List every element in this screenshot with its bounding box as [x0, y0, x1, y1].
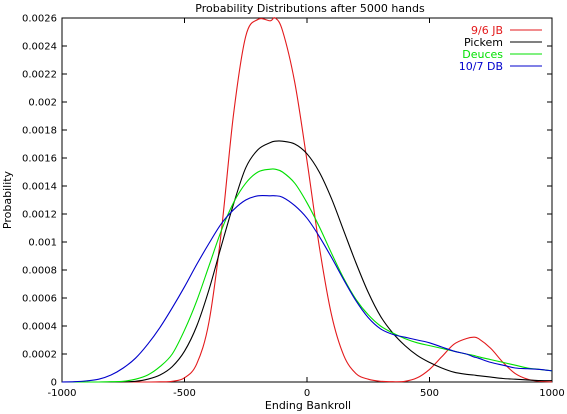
series-lines — [61, 17, 553, 383]
y-tick-label: 0.0022 — [22, 70, 57, 81]
y-tick-label: 0.002 — [28, 98, 57, 109]
series-line-1 — [62, 140, 553, 383]
x-axis-title: Ending Bankroll — [265, 399, 351, 412]
y-tick-label: 0.0012 — [22, 210, 57, 221]
series-line-2 — [62, 168, 553, 383]
chart-title: Probability Distributions after 5000 han… — [195, 2, 425, 15]
y-tick-label: 0.0024 — [22, 42, 57, 53]
legend-label: Deuces — [462, 48, 503, 61]
y-tick-label: 0.0002 — [22, 350, 57, 361]
y-axis: 0 0.0002 0.0004 0.0006 0.0008 0.001 0.0012 0.00… — [22, 14, 552, 389]
y-tick-label: 0.001 — [28, 238, 57, 249]
y-tick-label: 0.0006 — [22, 294, 57, 305]
y-axis-title: Probability — [1, 170, 14, 229]
y-tick-label: 0.0008 — [22, 266, 57, 277]
x-tick-label: -1000 — [47, 388, 76, 399]
legend-label: 9/6 JB — [471, 24, 503, 37]
series-line-3 — [61, 194, 553, 383]
y-tick-label: 0.0004 — [22, 322, 57, 333]
x-tick-label: 1000 — [539, 388, 564, 399]
y-tick-label: 0.0014 — [22, 182, 57, 193]
y-tick-label: 0.0016 — [22, 154, 57, 165]
y-tick-label: 0.0026 — [22, 14, 57, 25]
y-tick-label: 0.0018 — [22, 126, 57, 137]
x-tick-label: -500 — [173, 388, 196, 399]
x-tick-label: 500 — [420, 388, 439, 399]
y-tick-label: 0 — [51, 378, 57, 389]
legend-label: 10/7 DB — [459, 60, 503, 73]
x-tick-label: 0 — [304, 388, 310, 399]
legend-label: Pickem — [464, 36, 503, 49]
x-axis: -1000 -500 0 500 1000 — [47, 18, 565, 399]
